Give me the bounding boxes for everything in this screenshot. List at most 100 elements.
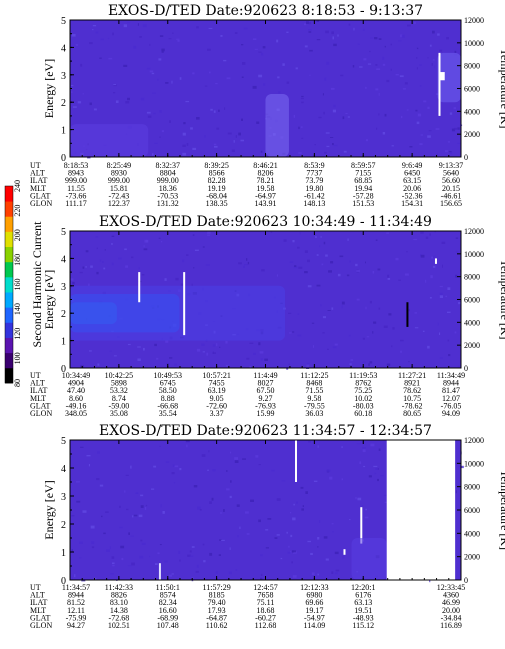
heatmap-cell <box>143 245 145 248</box>
heatmap-cell <box>288 312 292 314</box>
heatmap-cell <box>401 115 403 119</box>
heatmap-cell <box>101 515 103 518</box>
heatmap-cell <box>210 108 213 111</box>
ephemeris-value: 999.00 <box>157 176 179 185</box>
heatmap-cell <box>333 43 337 47</box>
heatmap-cell <box>323 536 328 539</box>
heatmap-cell <box>449 112 453 115</box>
ephemeris-value: 8804 <box>160 169 176 178</box>
ephemeris-value: 19.19 <box>208 184 226 193</box>
ephemeris-value: -59.00 <box>109 401 130 410</box>
ephemeris-value: 115.12 <box>352 621 374 630</box>
heatmap-cell <box>185 440 190 443</box>
heatmap-cell <box>71 34 76 37</box>
heatmap-cell <box>128 532 130 535</box>
heatmap-cell <box>366 336 370 338</box>
heatmap-cell <box>353 27 355 31</box>
heatmap-cell <box>171 472 175 475</box>
heatmap-cell <box>293 503 295 506</box>
heatmap-cell <box>365 261 366 264</box>
heatmap-cell <box>300 97 304 100</box>
heatmap-cell <box>82 510 87 513</box>
heatmap-cell <box>332 531 334 533</box>
heatmap-cell <box>283 239 287 242</box>
ephemeris-value: 8:53:9 <box>304 161 324 170</box>
ephemeris-value: 20.15 <box>442 184 460 193</box>
heatmap-cell <box>123 64 128 67</box>
heatmap-cell <box>357 497 362 501</box>
ephemeris-value: -61.42 <box>304 191 325 200</box>
y2-tick-label: 10000 <box>464 459 484 468</box>
heatmap-cell <box>99 57 102 59</box>
heatmap-cell <box>448 151 452 153</box>
y2-axis-label: Temperature [K] <box>498 470 505 550</box>
heatmap-cell <box>70 85 74 87</box>
heatmap-cell <box>223 59 227 62</box>
heatmap-cell <box>271 469 275 472</box>
heatmap-cell <box>193 485 198 488</box>
ephemeris-value: 7737 <box>306 169 322 178</box>
heatmap-cell <box>361 505 364 507</box>
heatmap-cell <box>382 56 385 60</box>
heatmap-cell <box>292 240 295 243</box>
heatmap-cell <box>74 574 76 578</box>
heatmap-cell <box>155 563 158 565</box>
ephemeris-value: 12:12:33 <box>300 583 328 592</box>
heatmap-cell <box>124 490 126 493</box>
heatmap-cell <box>348 23 351 26</box>
heatmap-cell <box>439 292 443 295</box>
heatmap-cell <box>433 255 436 258</box>
panel-title: EXOS-D/TED Date:920623 10:34:49 - 11:34:… <box>99 214 432 230</box>
heatmap-cell <box>204 85 208 87</box>
heatmap-cell <box>349 260 351 263</box>
heatmap-cell <box>113 84 117 86</box>
ephemeris-row-label: ILAT <box>30 598 47 607</box>
ephemeris-value: 8185 <box>209 591 225 600</box>
colorbar-tick-label: 240 <box>13 180 22 192</box>
heatmap-cell <box>313 345 314 348</box>
heatmap-cell <box>377 268 381 271</box>
heatmap-streak <box>360 507 363 544</box>
ephemeris-value: 19.94 <box>354 184 372 193</box>
heatmap-cell <box>322 316 326 319</box>
heatmap-cell <box>451 128 456 132</box>
heatmap-cell <box>195 570 199 573</box>
heatmap-cell <box>89 102 92 106</box>
heatmap-cell <box>70 278 74 281</box>
colorbar-swatch <box>5 352 13 369</box>
ephemeris-value: 8566 <box>209 169 225 178</box>
y-tick-label: 3 <box>61 492 66 503</box>
heatmap-cell <box>220 512 223 514</box>
heatmap-cell <box>295 67 298 70</box>
heatmap-cell <box>102 261 104 263</box>
heatmap-cell <box>109 350 112 352</box>
ephemeris-value: 35.54 <box>159 409 177 418</box>
ephemeris-value: -70.53 <box>157 191 178 200</box>
heatmap-cell <box>179 468 182 471</box>
heatmap-cell <box>320 236 322 238</box>
ephemeris-value: -66.68 <box>157 401 178 410</box>
heatmap-cell <box>333 104 336 108</box>
heatmap-cell <box>372 271 375 274</box>
y2-tick-label: 6000 <box>464 506 480 515</box>
heatmap-cell <box>317 546 319 548</box>
heatmap-cell <box>138 267 140 270</box>
heatmap-cell <box>428 130 432 132</box>
heatmap-cell <box>157 78 159 81</box>
ephemeris-row-label: MLT <box>30 184 46 193</box>
ephemeris-value: 9.27 <box>259 394 273 403</box>
heatmap-cell <box>190 127 193 130</box>
heatmap-cell <box>228 571 232 575</box>
heatmap-cell <box>189 555 194 557</box>
heatmap-cell <box>186 254 189 256</box>
ephemeris-value: 8930 <box>111 169 127 178</box>
heatmap-cell <box>310 552 313 555</box>
heatmap-cell <box>192 72 195 75</box>
ephemeris-value: -79.55 <box>304 401 325 410</box>
heatmap-cell <box>179 77 182 80</box>
y-tick-label: 4 <box>61 464 66 475</box>
heatmap-cell <box>123 24 127 28</box>
heatmap-cell <box>370 37 374 39</box>
heatmap-cell <box>85 250 89 253</box>
heatmap-cell <box>214 145 218 148</box>
